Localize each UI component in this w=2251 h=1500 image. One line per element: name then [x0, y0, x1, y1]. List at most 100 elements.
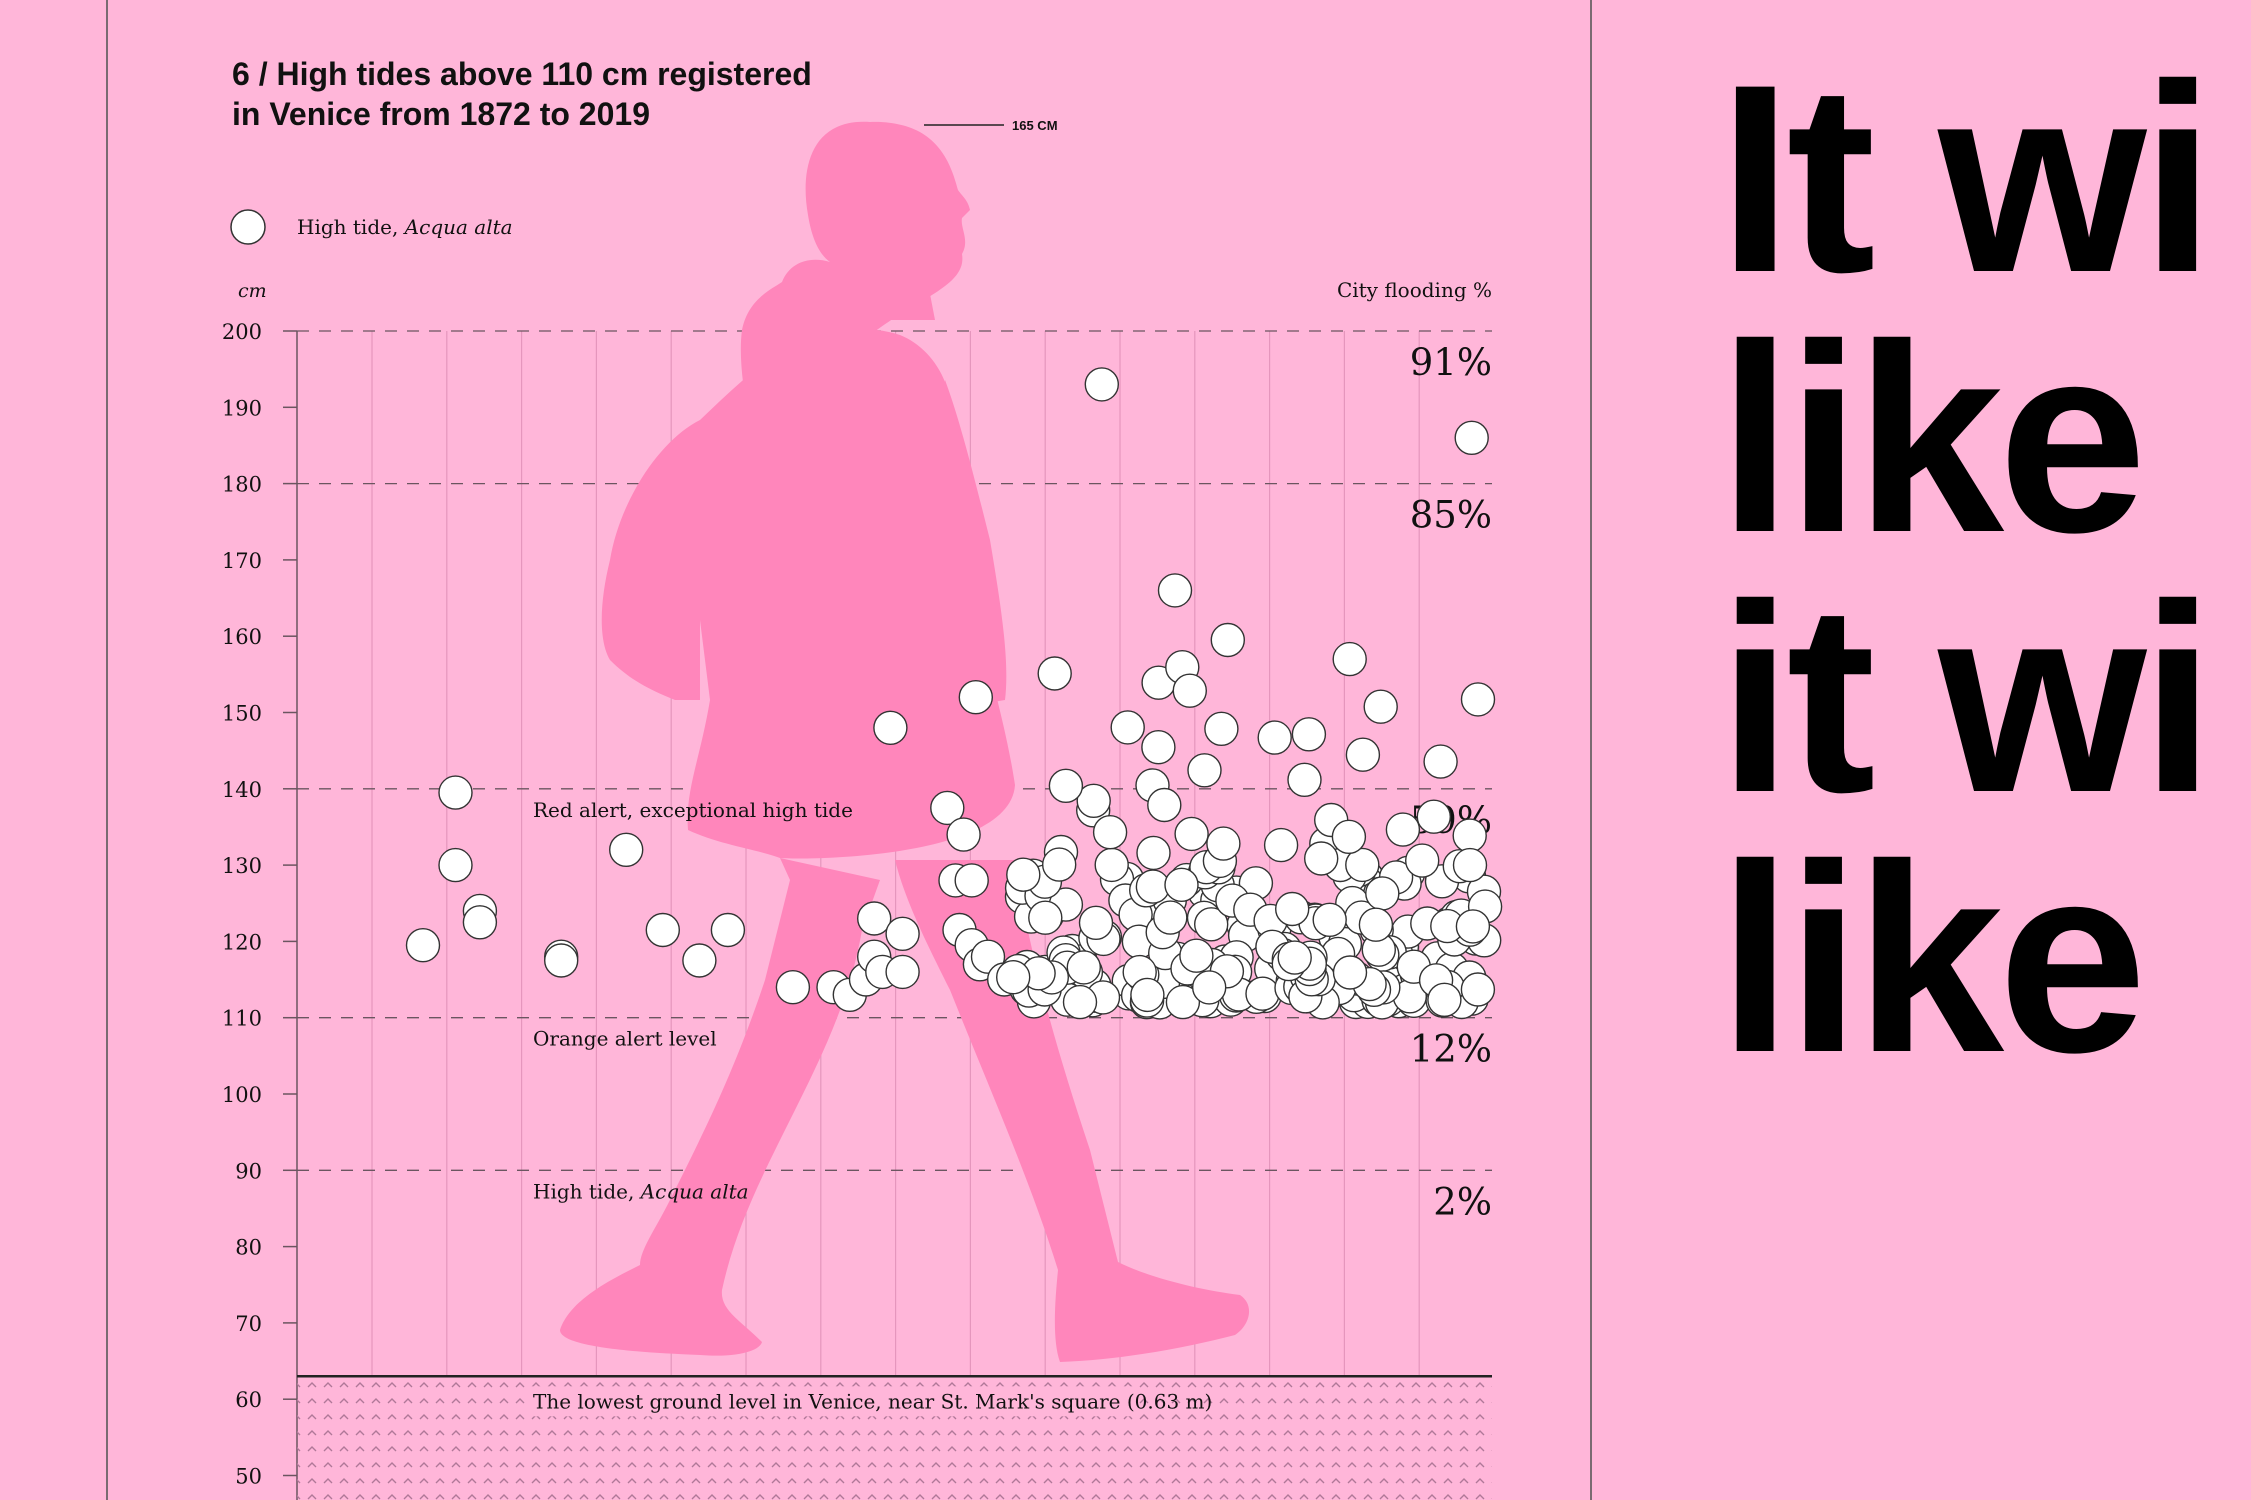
high-tide-point	[1454, 420, 1489, 455]
high-tide-point	[1245, 976, 1280, 1011]
high-tide-point	[1303, 841, 1339, 876]
high-tide-point	[1385, 812, 1421, 847]
high-tide-point	[1172, 673, 1208, 708]
high-tide-point	[1291, 717, 1327, 752]
high-tide-point	[1460, 682, 1496, 717]
high-tide-point	[1006, 857, 1041, 892]
figure-front-leg	[895, 860, 1250, 1362]
chart-svg: 200 190 180 170 160 150 140 130 120 110 100 90 80 70 6…	[222, 118, 1503, 1500]
high-tide-point	[1037, 656, 1072, 691]
high-tide-point	[1157, 573, 1193, 608]
high-tide-point	[609, 832, 644, 867]
high-tide-point	[1206, 826, 1241, 861]
threshold-label: Orange alert level	[533, 1027, 717, 1051]
threshold-label-text: High tide,	[533, 1179, 641, 1203]
high-tide-point	[1452, 847, 1488, 883]
y-tick-label: 150	[222, 702, 262, 726]
threshold-label-text: Orange alert level	[533, 1027, 717, 1051]
high-tide-point	[1460, 972, 1496, 1007]
y-tick-label: 190	[222, 396, 262, 420]
high-tide-point	[1427, 982, 1462, 1017]
figure-neck	[880, 260, 935, 320]
legend-label-text: High tide,	[297, 215, 405, 239]
high-tide-point	[1365, 876, 1400, 911]
high-tide-point	[1066, 950, 1102, 985]
high-tide-point	[1078, 905, 1114, 940]
high-tide-point	[462, 905, 498, 940]
big-headline-line: It wi	[1718, 28, 2215, 328]
y-tick-label: 200	[222, 320, 262, 344]
high-tide-point	[1191, 970, 1227, 1005]
high-tide-point	[1274, 891, 1310, 927]
high-tide-point	[1455, 909, 1491, 944]
chart-title-line-2: in Venice from 1872 to 2019	[232, 96, 650, 132]
right-axis-label: City flooding %	[1337, 278, 1492, 302]
left-border-rule	[106, 0, 108, 1500]
high-tide-point	[1345, 847, 1380, 883]
chart-title: 6 / High tides above 110 cm registered i…	[232, 54, 992, 134]
high-tide-point	[885, 916, 920, 951]
high-tide-point	[438, 847, 473, 883]
y-tick-label: 80	[235, 1236, 262, 1260]
high-tide-point	[1204, 711, 1239, 746]
high-tide-point	[1363, 689, 1398, 724]
high-tide-point	[857, 901, 892, 936]
high-tide-point	[1210, 622, 1246, 658]
high-tide-point	[1358, 907, 1394, 942]
y-tick-label: 100	[222, 1083, 262, 1107]
high-tide-point	[1048, 768, 1084, 803]
high-tide-point	[1092, 815, 1128, 850]
high-tide-point	[645, 912, 680, 948]
high-tide-point	[1084, 367, 1120, 402]
high-tide-point	[1094, 847, 1129, 883]
threshold-label: Red alert, exceptional high tide	[533, 798, 853, 822]
figure-arm	[930, 380, 1007, 705]
flooding-percent-label: 2%	[1433, 1180, 1492, 1223]
high-tide-point	[544, 943, 579, 978]
y-tick-label: 60	[235, 1388, 262, 1412]
high-tide-point	[1187, 753, 1222, 788]
data-points-layer	[405, 367, 1503, 1020]
high-tide-point	[1110, 710, 1145, 745]
threshold-label-italic: Acqua alta	[639, 1179, 749, 1203]
high-tide-point	[1312, 902, 1347, 937]
high-tide-point	[775, 970, 811, 1005]
ground-label-background	[528, 1386, 1136, 1417]
high-tide-point	[885, 954, 920, 990]
flooding-percent-label: 85%	[1410, 494, 1492, 537]
high-tide-point	[1136, 835, 1171, 871]
big-headline-line: it wi	[1718, 548, 2215, 848]
high-tide-point	[1332, 955, 1368, 990]
high-tide-point	[946, 817, 981, 852]
ground-level-label: The lowest ground level in Venice, near …	[533, 1389, 1212, 1413]
y-tick-label: 140	[222, 778, 262, 802]
high-tide-point	[1332, 641, 1367, 677]
figure-height-label: 165 CM	[1012, 118, 1058, 133]
big-headline-line: like	[1718, 288, 2147, 588]
y-tick-label: 50	[235, 1465, 262, 1489]
legend-label: High tide, Acqua alta	[297, 215, 513, 239]
labels-layer: 200 190 180 170 160 150 140 130 120 110 100 90 80 70 6…	[222, 118, 1492, 1489]
high-tide-point	[1076, 783, 1111, 818]
high-tide-point	[1287, 762, 1322, 797]
high-tide-point	[1141, 730, 1176, 765]
figure-torso-coat	[678, 328, 1015, 859]
flooding-percent-label: 12%	[1410, 1028, 1492, 1071]
high-tide-point	[954, 863, 989, 898]
high-tide-point	[873, 710, 908, 745]
high-tide-point	[682, 943, 717, 978]
y-tick-label: 160	[222, 625, 262, 649]
y-tick-label: 70	[235, 1312, 262, 1336]
high-tide-point	[1147, 787, 1182, 823]
high-tide-point	[1345, 737, 1381, 772]
high-tide-point	[1130, 977, 1165, 1013]
threshold-label: High tide, Acqua alta	[533, 1179, 749, 1203]
high-tide-point	[1174, 816, 1209, 852]
high-tide-point	[405, 928, 441, 963]
y-tick-label: 170	[222, 549, 262, 573]
high-tide-point	[1257, 720, 1292, 755]
high-tide-point	[1452, 818, 1487, 853]
high-tide-point	[1164, 867, 1199, 902]
big-headline-line: like	[1718, 808, 2147, 1108]
